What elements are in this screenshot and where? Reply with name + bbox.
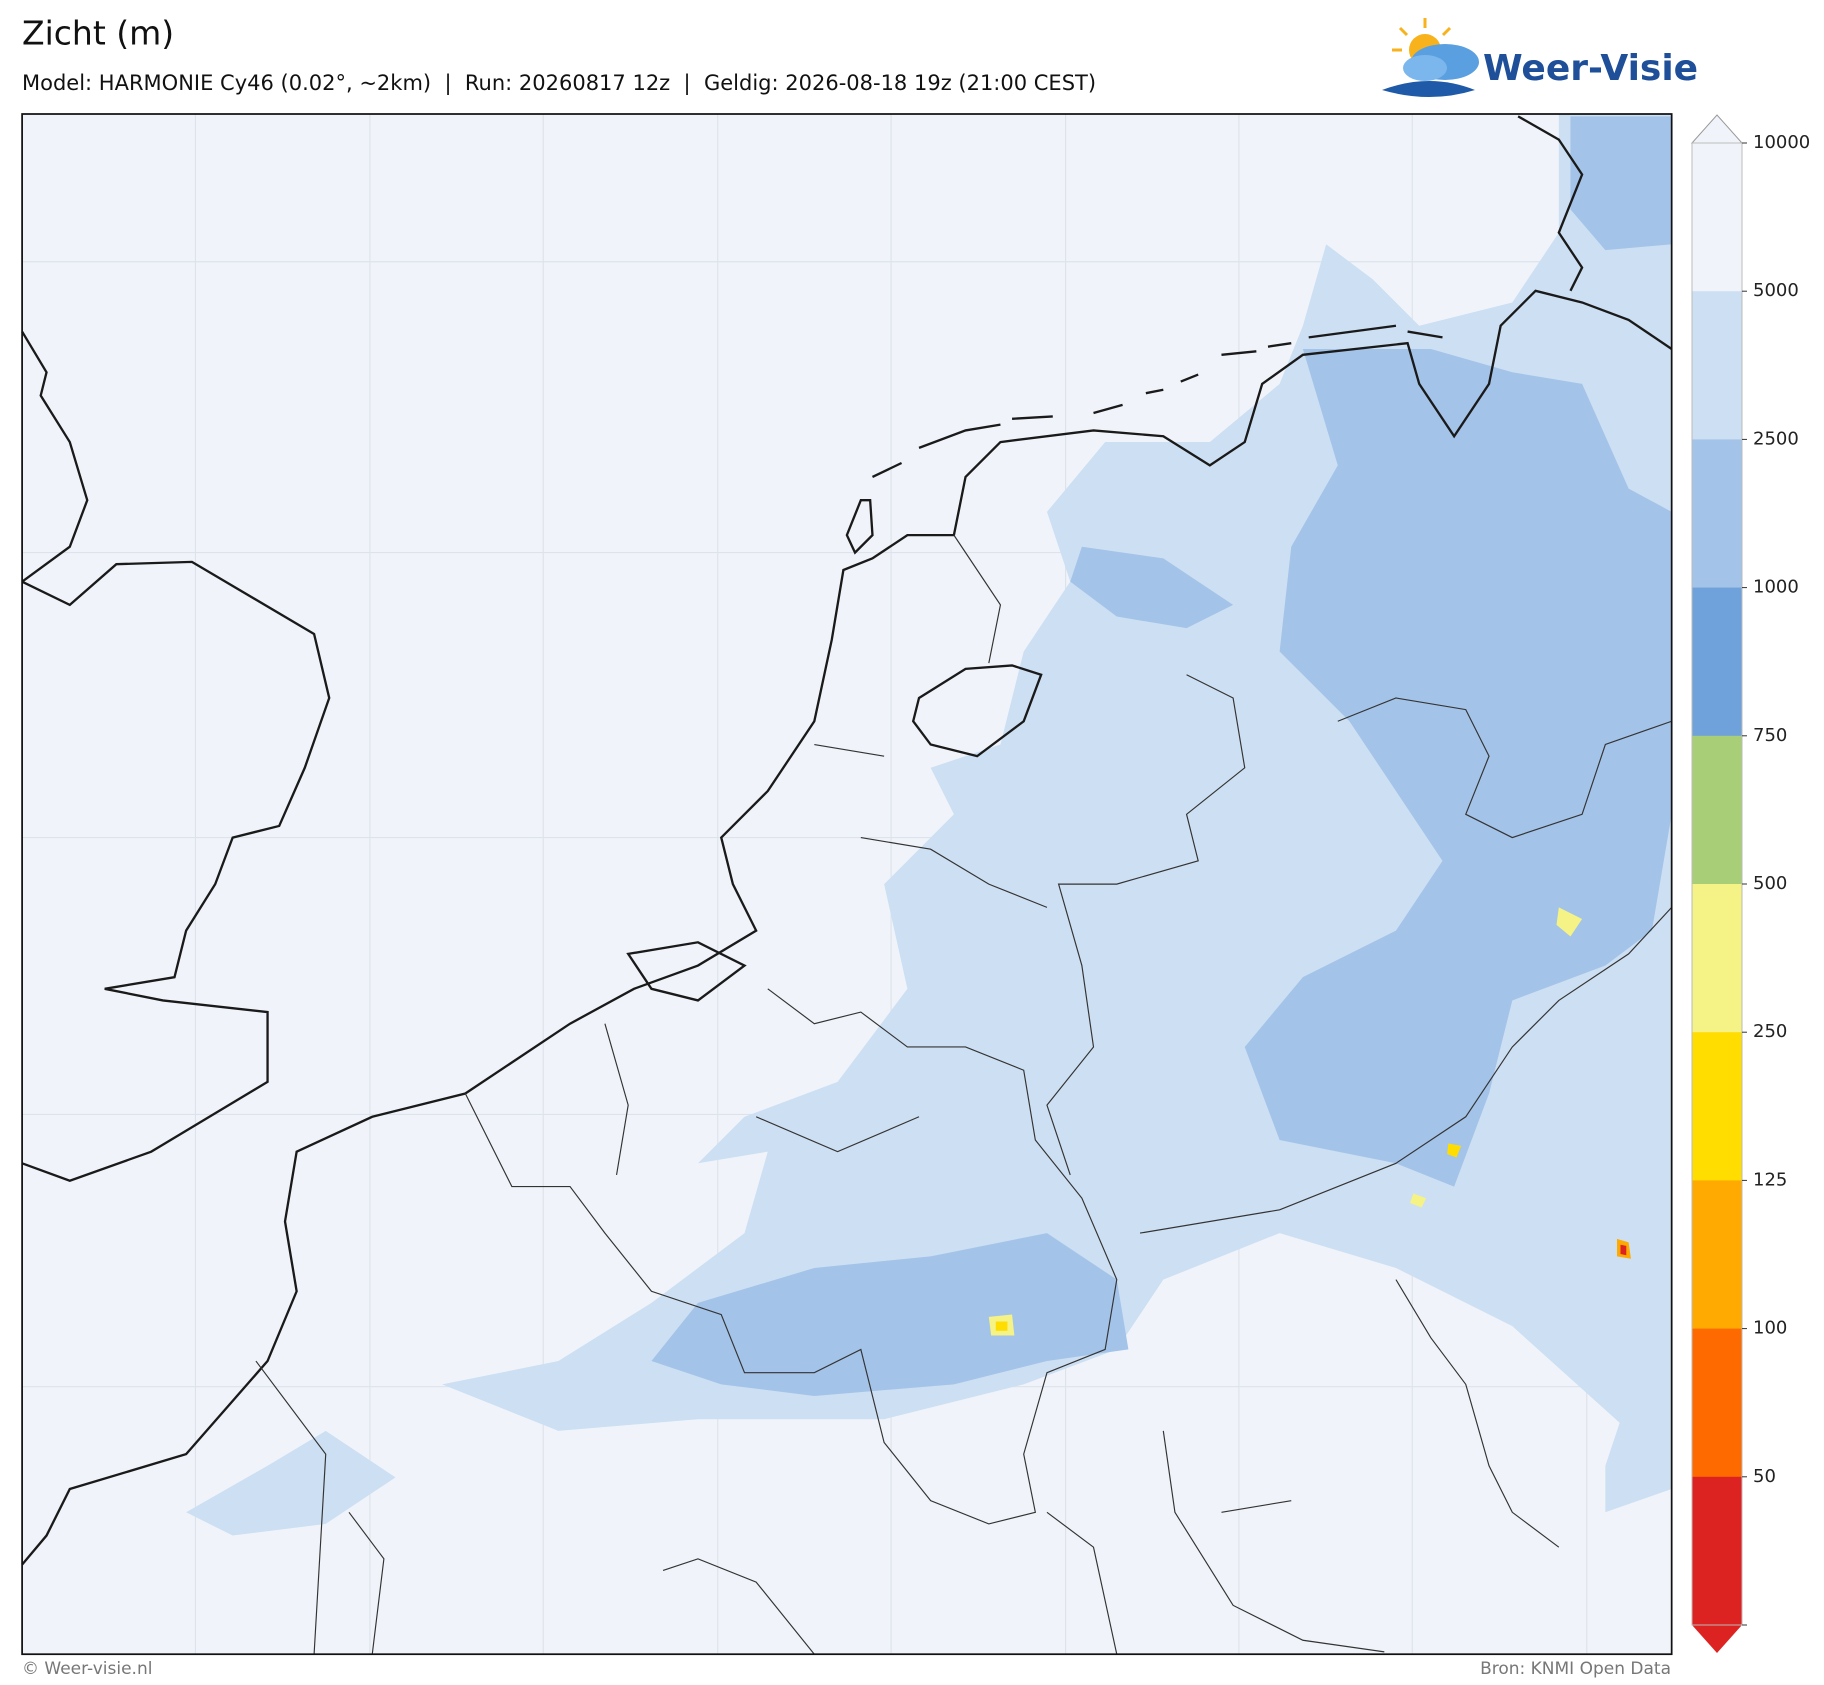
colorbar-band xyxy=(1692,291,1742,440)
colorbar: 10000 5000 2500 1000 750 500 250 125 100 50 xyxy=(1690,114,1810,1653)
colorbar-tick-label: 250 xyxy=(1753,1021,1787,1042)
colorbar-band xyxy=(1692,735,1742,885)
map xyxy=(21,113,1673,1656)
coastlines xyxy=(21,115,1673,1566)
title: Zicht (m) xyxy=(22,14,174,53)
logo: Weer-Visie xyxy=(1382,18,1698,97)
colorbar-tick-label: 2500 xyxy=(1753,428,1799,449)
subtitle: Model: HARMONIE Cy46 (0.02°, ~2km) | Run… xyxy=(22,71,1096,96)
footer-right: Bron: KNMI Open Data xyxy=(1480,1659,1671,1679)
colorbar-band xyxy=(1692,439,1742,589)
colorbar-tick-label: 100 xyxy=(1753,1318,1787,1339)
colorbar-tick-label: 500 xyxy=(1753,873,1787,894)
colorbar-band xyxy=(1692,1032,1742,1181)
borders xyxy=(255,534,1673,1655)
colorbar-under xyxy=(1692,1625,1742,1653)
colorbar-band xyxy=(1692,143,1742,292)
colorbar-tick-label: 5000 xyxy=(1753,280,1799,301)
colorbar-band xyxy=(1692,587,1742,737)
colorbar-tick-label: 125 xyxy=(1753,1169,1787,1190)
colorbar-band xyxy=(1692,1328,1742,1478)
colorbar-band xyxy=(1692,1180,1742,1330)
colorbar-tick-label: 10000 xyxy=(1753,132,1810,153)
colorbar-over xyxy=(1690,114,1744,144)
colorbar-tick-label: 50 xyxy=(1753,1466,1776,1487)
footer-left: © Weer-visie.nl xyxy=(22,1659,152,1679)
colorbar-band xyxy=(1692,884,1742,1033)
logo-text: Weer-Visie xyxy=(1483,48,1698,89)
colorbar-band xyxy=(1692,1476,1742,1626)
colorbar-tick-label: 750 xyxy=(1753,725,1787,746)
map-frame xyxy=(21,113,1673,1656)
visibility-fields xyxy=(186,114,1672,1536)
colorbar-tick-label: 1000 xyxy=(1753,577,1799,598)
